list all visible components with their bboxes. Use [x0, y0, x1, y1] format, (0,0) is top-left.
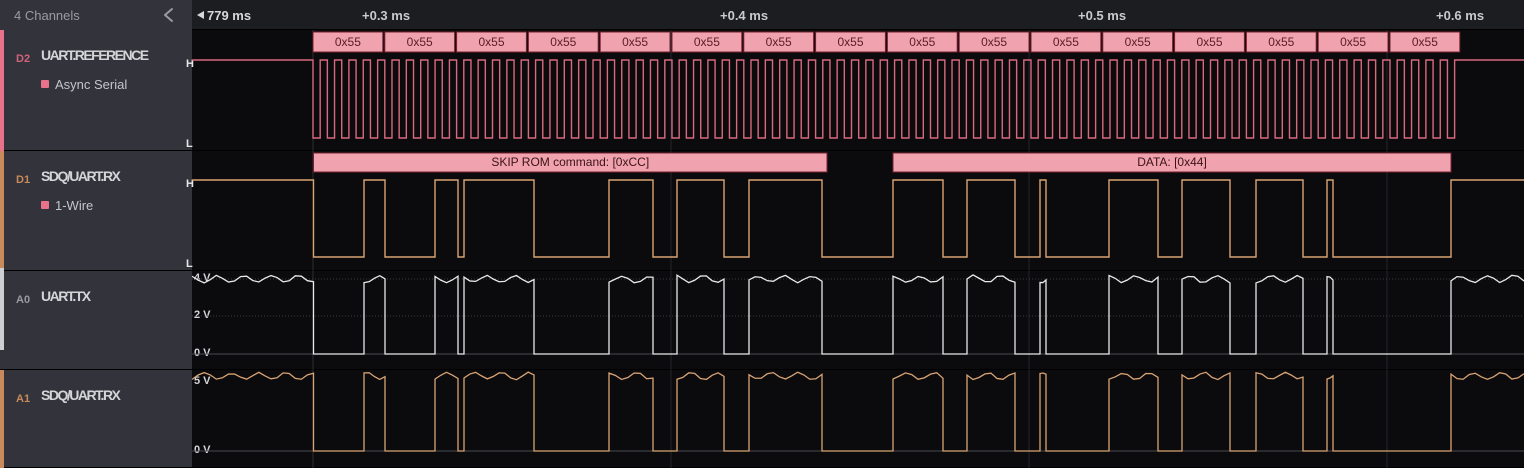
svg-text:0x55: 0x55: [1053, 35, 1079, 49]
svg-text:0x55: 0x55: [1125, 35, 1151, 49]
svg-text:0x55: 0x55: [694, 35, 720, 49]
svg-text:0x55: 0x55: [550, 35, 576, 49]
svg-text:0x55: 0x55: [407, 35, 433, 49]
svg-text:0x55: 0x55: [1412, 35, 1438, 49]
svg-text:0x55: 0x55: [837, 35, 863, 49]
svg-text:0x55: 0x55: [981, 35, 1007, 49]
svg-text:0x55: 0x55: [909, 35, 935, 49]
svg-text:0x55: 0x55: [335, 35, 361, 49]
svg-text:0x55: 0x55: [766, 35, 792, 49]
svg-text:0x55: 0x55: [1196, 35, 1222, 49]
svg-text:0x55: 0x55: [622, 35, 648, 49]
svg-text:0x55: 0x55: [1340, 35, 1366, 49]
svg-text:0x55: 0x55: [478, 35, 504, 49]
svg-text:SKIP ROM command: [0xCC]: SKIP ROM command: [0xCC]: [491, 155, 649, 169]
svg-text:0x55: 0x55: [1268, 35, 1294, 49]
svg-text:DATA: [0x44]: DATA: [0x44]: [1137, 155, 1207, 169]
